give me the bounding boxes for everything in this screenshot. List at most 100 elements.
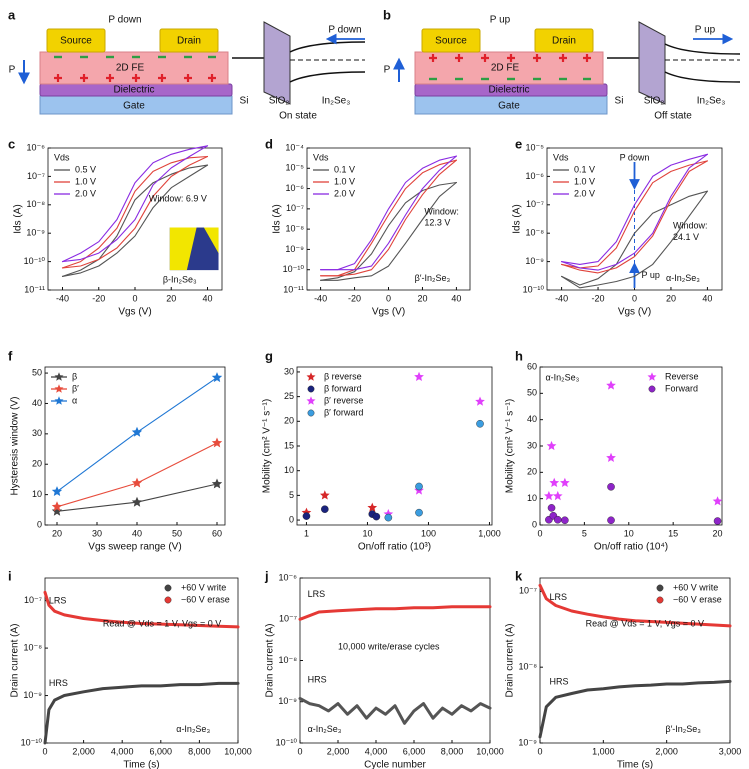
series-reverse-line	[320, 155, 457, 271]
x-tick-label: -40	[314, 293, 327, 303]
legend-label: 2.0 V	[334, 188, 355, 198]
y-axis-label: Hysteresis window (V)	[10, 397, 21, 496]
legend-label: −60 V erase	[181, 594, 230, 604]
x-tick-label: 30	[92, 528, 102, 538]
x-tick-label: 5	[582, 528, 587, 538]
annotation: β-In₂Se₃	[163, 274, 197, 284]
legend-label: Forward	[665, 383, 698, 393]
negative-charge	[583, 77, 591, 81]
diagram: a P down Source Drain 2D FE Dielectric Gate P Si…	[8, 7, 366, 122]
x-tick-label: 2,000	[72, 746, 95, 756]
gate-label: Gate	[123, 101, 145, 112]
fe-label: 2D FE	[116, 63, 145, 74]
star-marker	[552, 490, 563, 501]
series-line	[561, 153, 708, 265]
star-marker	[51, 501, 63, 512]
x-tick-label: 8,000	[188, 746, 211, 756]
negative-charge	[481, 77, 489, 81]
y-tick-label: 10⁻⁹	[26, 228, 45, 238]
y-tick-label: 50	[527, 388, 537, 398]
series-line	[538, 679, 732, 739]
y-tick-label: 10⁻⁷	[519, 586, 537, 596]
conduction-band	[289, 41, 366, 53]
y-tick-label: 10⁻⁶	[27, 142, 46, 152]
y-tick-label: 10⁻¹⁰	[276, 737, 298, 747]
circle-marker	[307, 385, 315, 393]
x-tick-label: -20	[592, 293, 605, 303]
y-tick-label: 20	[527, 467, 537, 477]
panel-letter: g	[265, 348, 273, 363]
star-marker	[301, 507, 312, 517]
y-axis-label: Ids (A)	[272, 204, 283, 233]
annotation: HRS	[308, 675, 327, 685]
star-marker	[51, 505, 63, 516]
panel-letter: a	[8, 7, 16, 22]
y-tick-label: 10⁻⁷	[286, 203, 304, 213]
panel-letter: d	[265, 136, 273, 151]
drain-label: Drain	[552, 36, 576, 47]
y-tick-label: 25	[284, 391, 294, 401]
series-reverse-line	[320, 159, 457, 277]
y-tick-label: 10	[284, 465, 294, 475]
positive-charge	[429, 54, 437, 62]
star-marker	[306, 372, 316, 381]
panel-letter: j	[264, 568, 269, 583]
annotation: α-In₂Se₃	[666, 273, 700, 283]
star-marker	[211, 478, 223, 489]
star-marker	[131, 477, 143, 488]
annotation: β′-In₂Se₃	[665, 724, 701, 734]
negative-charge	[507, 77, 515, 81]
legend-label: 1.0 V	[334, 176, 355, 186]
annotation: α-In₂Se₃	[308, 724, 342, 734]
legend-title: Vds	[54, 152, 70, 162]
star-marker	[131, 496, 143, 507]
x-tick-label: 8,000	[441, 746, 464, 756]
legend-label: Reverse	[665, 371, 699, 381]
oxide-label: SiO₂	[269, 96, 290, 107]
legend-label: α	[72, 395, 77, 405]
circle-marker	[372, 512, 381, 521]
x-tick-label: 20	[166, 293, 176, 303]
y-tick-label: 10⁻⁶	[526, 171, 545, 181]
series-line	[538, 583, 732, 628]
drain	[159, 28, 219, 53]
negative-charge	[184, 55, 192, 59]
legend-label: +60 V write	[673, 582, 718, 592]
state-label: On state	[279, 111, 317, 122]
x-tick-label: 40	[202, 293, 212, 303]
y-axis-label: Drain current (A)	[10, 624, 21, 698]
legend-label: 2.0 V	[75, 188, 96, 198]
conduction-band	[664, 43, 741, 55]
x-tick-label: 40	[451, 293, 461, 303]
plot-frame	[44, 366, 226, 526]
legend-label: β reverse	[324, 371, 362, 381]
y-tick-label: 10⁻⁹	[518, 737, 537, 747]
y-tick-label: 10	[527, 493, 537, 503]
circle-marker	[656, 584, 664, 592]
annotation: Window:	[424, 206, 459, 216]
y-tick-label: 0	[532, 519, 537, 529]
x-tick-label: 10,000	[476, 746, 504, 756]
circle-marker	[476, 419, 484, 428]
star-marker	[546, 440, 557, 451]
circle-marker	[656, 596, 664, 604]
title-label: P up	[490, 15, 511, 26]
circle-marker	[547, 504, 556, 512]
star-marker	[54, 396, 64, 405]
band_label-label: P down	[328, 25, 361, 36]
x-tick-label: 20	[417, 293, 427, 303]
star-marker	[54, 384, 64, 393]
oxide-label: SiO₂	[644, 96, 665, 107]
x-tick-label: 4,000	[111, 746, 134, 756]
star-marker	[54, 372, 64, 381]
y-tick-label: 10⁻⁸	[23, 642, 42, 652]
si-label: Si	[240, 96, 249, 107]
series-line	[320, 159, 457, 277]
y-tick-label: 30	[32, 428, 42, 438]
star-marker	[544, 490, 554, 501]
y-tick-label: 10⁻⁹	[278, 696, 297, 706]
positive-charge	[54, 74, 62, 82]
y-tick-label: 5	[289, 490, 294, 500]
star-marker	[320, 490, 330, 500]
y-tick-label: 10⁻⁹	[285, 244, 304, 254]
